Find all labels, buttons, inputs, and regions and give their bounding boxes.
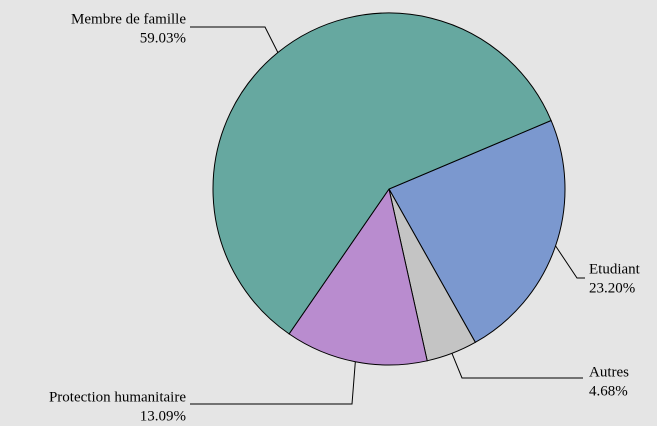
slice-value: 4.68% bbox=[589, 383, 628, 399]
leader-line bbox=[451, 353, 583, 379]
slice-label: Etudiant bbox=[589, 261, 641, 277]
slice-value: 13.09% bbox=[140, 408, 186, 424]
slice-label: Membre de famille bbox=[71, 11, 186, 27]
slice-value: 23.20% bbox=[589, 280, 635, 296]
leader-line bbox=[190, 26, 279, 53]
leader-line bbox=[190, 361, 356, 405]
pie-slice bbox=[212, 12, 552, 335]
slice-label: Protection humanitaire bbox=[49, 389, 186, 405]
leader-line bbox=[555, 245, 585, 279]
slice-value: 59.03% bbox=[140, 30, 186, 46]
slice-label: Autres bbox=[589, 364, 629, 380]
